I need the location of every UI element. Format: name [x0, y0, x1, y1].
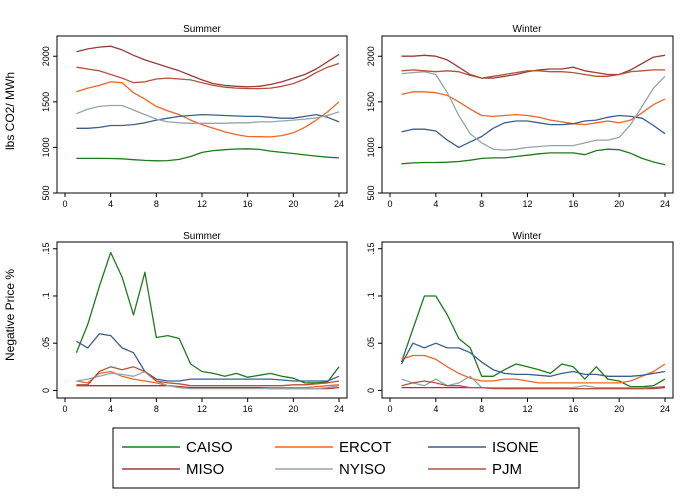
legend-label-isone: ISONE	[492, 439, 539, 456]
x-tick-label: 24	[660, 199, 670, 209]
series-line-ercot	[401, 354, 666, 384]
series-line-isone	[76, 113, 340, 129]
panel-summer-negative-price: Summer Negative Price % 0 4 8 12 16 20 24 0 .05.…	[3, 231, 348, 414]
x-tick-label: 20	[288, 199, 298, 209]
legend-frame	[112, 427, 580, 489]
x-tick-label: 24	[660, 404, 670, 414]
series-line-nyiso	[401, 71, 666, 151]
x-tick-label: 24	[334, 404, 344, 414]
panel-winter-negative-price: Winter 0 4 8 12 16 20 24 0 .05 .1 .15	[366, 231, 674, 414]
x-tick-label: 0	[62, 404, 67, 414]
x-tick-label: 0	[387, 404, 392, 414]
series-line-nyiso	[76, 370, 340, 390]
y-tick-label: .1	[41, 292, 51, 300]
series-line-caiso	[76, 148, 340, 162]
x-tick-label: 12	[522, 199, 532, 209]
x-tick-label: 0	[62, 199, 67, 209]
series-line-pjm	[401, 380, 666, 390]
x-tick-label: 4	[433, 199, 438, 209]
y-tick-label: 1500	[41, 92, 51, 112]
series-line-isone	[401, 114, 666, 149]
series-line-pjm	[76, 62, 340, 90]
series-line-isone	[76, 333, 340, 382]
legend-label-ercot: ERCOT	[339, 439, 392, 456]
y-tick-label: 500	[41, 185, 51, 200]
series-line-ercot	[76, 81, 340, 138]
series-line-pjm	[401, 69, 665, 79]
panel-title: Winter	[513, 24, 543, 35]
series-line-isone	[400, 342, 666, 377]
series-line-pjm	[76, 366, 340, 387]
panel-title: Summer	[183, 24, 221, 35]
y-axis-label: Negative Price %	[3, 269, 17, 361]
x-tick-label: 20	[614, 199, 624, 209]
panel-winter-co2: Winter 0 4 8 12 16 20 24 500 1000 1500 2000	[366, 24, 674, 209]
y-tick-label: .15	[366, 242, 376, 255]
x-tick-label: 20	[614, 404, 624, 414]
panel-summer-co2: Summer lbs CO2/ MWh 0 4 8 12 16 20 24 500 1000 15…	[3, 24, 348, 209]
y-tick-label: .05	[41, 337, 51, 350]
y-tick-label: 500	[366, 185, 376, 200]
y-tick-label: .1	[366, 292, 376, 300]
legend-label-nyiso: NYISO	[339, 461, 386, 478]
legend-label-caiso: CAISO	[186, 439, 233, 456]
x-tick-label: 8	[479, 404, 484, 414]
y-tick-label: 2000	[366, 46, 376, 66]
y-tick-label: 1000	[41, 137, 51, 157]
x-tick-label: 24	[334, 199, 344, 209]
series-line-ercot	[401, 91, 666, 126]
legend-label-miso: MISO	[186, 461, 224, 478]
legend: CAISO ERCOT ISONE MISO NYISO PJM	[112, 427, 580, 489]
x-tick-label: 0	[387, 199, 392, 209]
x-tick-label: 16	[568, 199, 578, 209]
y-tick-label: 1000	[366, 137, 376, 157]
x-tick-label: 20	[288, 404, 298, 414]
series-line-miso	[76, 45, 340, 88]
x-tick-label: 4	[108, 199, 113, 209]
y-axis-label: lbs CO2/ MWh	[3, 72, 17, 150]
x-tick-label: 4	[108, 404, 113, 414]
panel-title: Summer	[183, 231, 221, 242]
legend-label-pjm: PJM	[492, 461, 522, 478]
y-tick-label: 2000	[41, 46, 51, 66]
x-tick-label: 8	[154, 404, 159, 414]
x-tick-label: 12	[197, 199, 207, 209]
x-tick-label: 12	[197, 404, 207, 414]
x-tick-label: 12	[522, 404, 532, 414]
series-line-caiso	[401, 148, 666, 166]
x-tick-label: 16	[568, 404, 578, 414]
x-tick-label: 8	[479, 199, 484, 209]
panel-title: Winter	[513, 231, 543, 242]
x-tick-label: 4	[433, 404, 438, 414]
x-tick-label: 8	[154, 199, 159, 209]
y-tick-label: .15	[41, 242, 51, 255]
series-line-caiso	[75, 251, 340, 384]
x-tick-label: 16	[243, 404, 253, 414]
y-tick-label: 0	[366, 388, 376, 393]
series-line-nyiso	[76, 104, 340, 124]
y-tick-label: 1500	[366, 92, 376, 112]
y-tick-label: .05	[366, 337, 376, 350]
x-tick-label: 16	[243, 199, 253, 209]
y-tick-label: 0	[41, 388, 51, 393]
